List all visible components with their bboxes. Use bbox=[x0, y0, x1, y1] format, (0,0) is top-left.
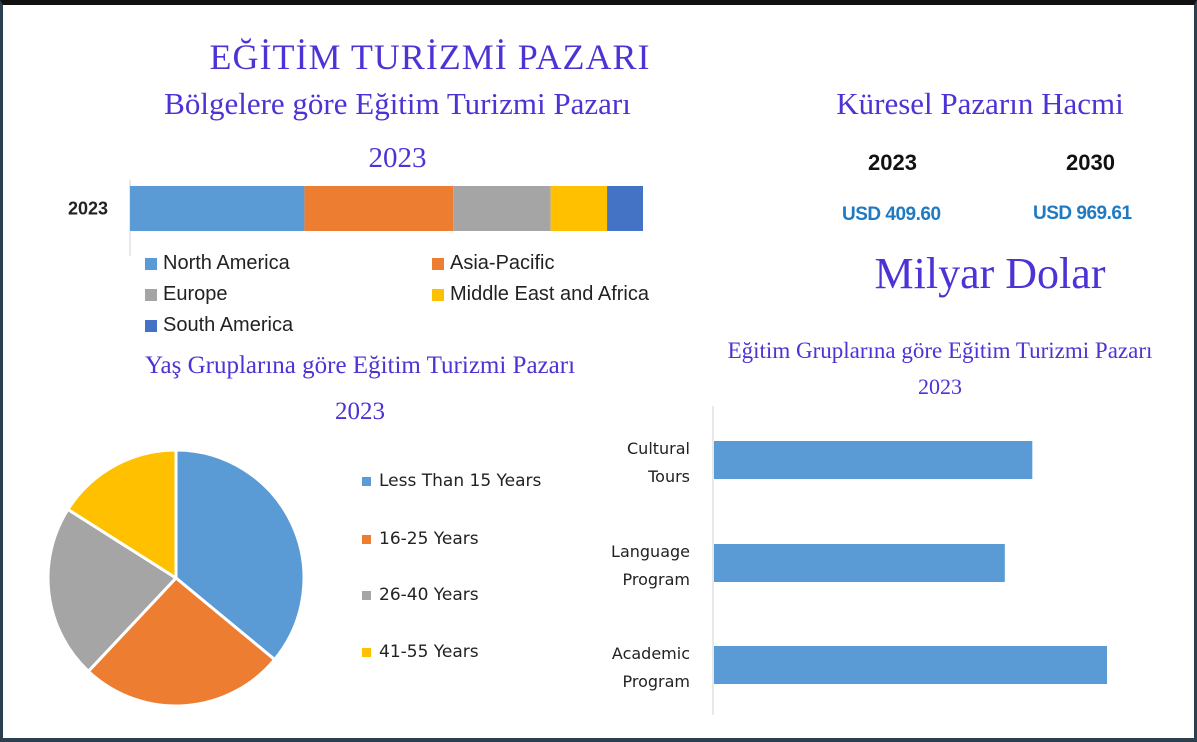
main-title: EĞİTİM TURİZMİ PAZARI bbox=[209, 37, 651, 77]
education-category-label-2: Academic Program bbox=[612, 644, 690, 691]
age-chart-year: 2023 bbox=[335, 398, 385, 425]
pie-slice-3 bbox=[65, 448, 178, 581]
region-chart-title: Bölgelere göre Eğitim Turizmi Pazarı bbox=[164, 86, 631, 121]
legend-swatch bbox=[362, 476, 371, 486]
legend-label: Asia-Pacific bbox=[450, 252, 555, 274]
legend-label: 41-55 Years bbox=[379, 642, 479, 662]
education-category-label-0: Cultural Tours bbox=[627, 439, 690, 486]
education-bar-0 bbox=[714, 441, 1033, 479]
legend-label: North America bbox=[163, 252, 290, 274]
pie-slice-2 bbox=[46, 507, 179, 674]
legend-swatch bbox=[362, 534, 371, 544]
legend-item-south-america: South America bbox=[145, 314, 293, 337]
legend-label: 26-40 Years bbox=[379, 585, 479, 605]
legend-label: Middle East and Africa bbox=[450, 283, 649, 305]
education-bar-2 bbox=[714, 646, 1107, 684]
legend-swatch bbox=[432, 257, 444, 270]
legend-item-26-40: 26-40 Years bbox=[362, 585, 479, 605]
legend-item-asia-pacific: Asia-Pacific bbox=[432, 252, 554, 275]
pie-slice-1 bbox=[86, 575, 277, 708]
market-size-title: Küresel Pazarın Hacmi bbox=[836, 86, 1124, 121]
market-value-2023: USD 409.60 bbox=[842, 204, 941, 225]
legend-label: South America bbox=[163, 314, 294, 336]
legend-item-under-15: Less Than 15 Years bbox=[362, 471, 541, 491]
market-year-2030: 2030 bbox=[1066, 150, 1115, 175]
legend-swatch bbox=[362, 647, 371, 657]
education-chart-title: Eğitim Gruplarına göre Eğitim Turizmi Pa… bbox=[727, 338, 1153, 363]
legend-swatch bbox=[432, 288, 444, 301]
market-unit-label: Milyar Dolar bbox=[874, 249, 1106, 298]
legend-item-north-america: North America bbox=[145, 252, 290, 275]
legend-item-middle-east-africa: Middle East and Africa bbox=[432, 283, 649, 306]
legend-swatch bbox=[145, 257, 157, 270]
education-category-label-1: Language Program bbox=[611, 542, 690, 589]
age-chart-title: Yaş Gruplarına göre Eğitim Turizmi Pazar… bbox=[144, 352, 576, 379]
legend-label: Less Than 15 Years bbox=[379, 471, 542, 491]
legend-item-europe: Europe bbox=[145, 283, 228, 306]
legend-swatch bbox=[145, 288, 157, 301]
region-bar-segment-0 bbox=[130, 186, 305, 231]
legend-item-16-25: 16-25 Years bbox=[362, 529, 479, 549]
region-bar-segment-2 bbox=[453, 186, 551, 231]
region-bar-segment-3 bbox=[550, 186, 608, 231]
market-year-2023: 2023 bbox=[868, 150, 917, 175]
legend-swatch bbox=[362, 590, 371, 600]
legend-label: Europe bbox=[163, 283, 228, 305]
legend-swatch bbox=[145, 319, 157, 332]
education-chart-year: 2023 bbox=[918, 374, 962, 399]
education-bar-1 bbox=[714, 544, 1005, 582]
legend-label: 16-25 Years bbox=[379, 529, 479, 549]
market-value-2030: USD 969.61 bbox=[1033, 203, 1132, 224]
legend-item-41-55: 41-55 Years bbox=[362, 642, 479, 662]
pie-slice-0 bbox=[174, 448, 306, 662]
region-bar-segment-4 bbox=[607, 186, 643, 231]
region-bar-segment-1 bbox=[304, 186, 454, 231]
region-chart-year: 2023 bbox=[368, 142, 427, 174]
region-category-label: 2023 bbox=[68, 199, 108, 219]
